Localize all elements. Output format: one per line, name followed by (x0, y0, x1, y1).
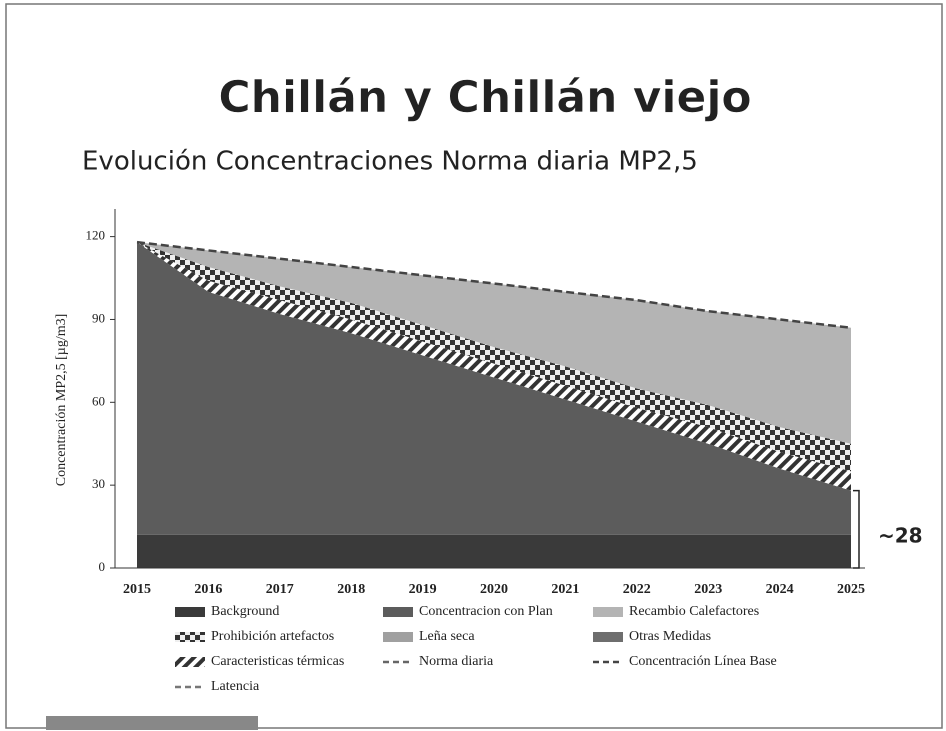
y-tick-label: 120 (86, 228, 106, 243)
legend-label: Recambio Calefactores (629, 604, 759, 619)
x-tick-label: 2024 (766, 582, 794, 597)
x-tick-label: 2021 (551, 582, 579, 597)
x-tick-label: 2025 (837, 582, 865, 597)
area (137, 242, 851, 535)
area (137, 242, 851, 472)
legend-swatch (593, 607, 623, 617)
legend-swatch (175, 632, 205, 642)
legend-swatch (175, 607, 205, 617)
subtitle: Evolución Concentraciones Norma diaria M… (82, 147, 698, 177)
x-tick-label: 2017 (266, 582, 294, 597)
legend-swatch (383, 607, 413, 617)
area (137, 242, 851, 491)
legend-label: Concentracion con Plan (419, 604, 553, 619)
y-tick-label: 60 (92, 393, 105, 408)
legend-label: Leña seca (419, 629, 475, 644)
title: Chillán y Chillán viejo (218, 72, 751, 123)
annotation: ~28 (878, 524, 923, 548)
x-tick-label: 2016 (194, 582, 222, 597)
area (137, 242, 851, 444)
legend-label: Otras Medidas (629, 629, 711, 644)
x-tick-label: 2022 (623, 582, 651, 597)
annotation-bracket (853, 489, 860, 569)
legend-swatch (383, 632, 413, 642)
legend-swatch (593, 632, 623, 642)
y-tick-label: 0 (99, 559, 106, 574)
x-tick-label: 2015 (123, 582, 151, 597)
x-tick-label: 2019 (409, 582, 437, 597)
y-tick-label: 90 (92, 310, 105, 325)
area (137, 534, 851, 568)
x-tick-label: 2020 (480, 582, 508, 597)
footer-bar (46, 716, 258, 730)
legend-label: Caracteristicas térmicas (211, 654, 344, 669)
x-tick-label: 2023 (694, 582, 722, 597)
legend-label: Latencia (211, 679, 260, 694)
legend-label: Prohibición artefactos (211, 629, 334, 644)
y-axis-label: Concentración MP2,5 [µg/m3] (54, 314, 69, 487)
legend-swatch (175, 657, 205, 667)
legend-label: Background (211, 604, 279, 619)
legend-label: Norma diaria (419, 654, 494, 669)
y-tick-label: 30 (92, 476, 105, 491)
x-tick-label: 2018 (337, 582, 365, 597)
legend-label: Concentración Línea Base (629, 654, 777, 669)
